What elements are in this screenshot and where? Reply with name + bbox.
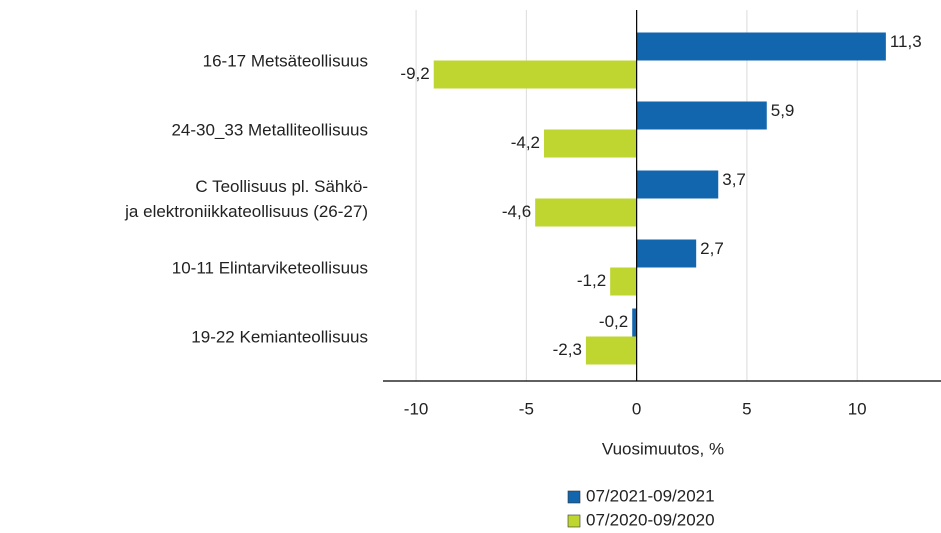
bar	[535, 198, 637, 227]
x-axis-label: Vuosimuutos, %	[602, 439, 724, 458]
y-tick-label: 16-17 Metsäteollisuus	[202, 51, 368, 70]
value-label: 3,7	[722, 170, 746, 189]
value-label: -9,2	[400, 64, 429, 83]
legend-swatch	[567, 514, 581, 528]
y-tick-label: 19-22 Kemianteollisuus	[191, 327, 368, 346]
legend-label: 07/2021-09/2021	[586, 486, 715, 505]
y-tick-label: 10-11 Elintarviketeollisuus	[171, 258, 368, 277]
bar	[610, 267, 637, 296]
value-label: -0,2	[599, 312, 628, 331]
value-label: 11,3	[890, 32, 922, 51]
value-label: -2,3	[553, 340, 582, 359]
bar	[433, 60, 637, 89]
bar	[636, 239, 697, 268]
x-tick-label: 10	[848, 399, 867, 418]
x-tick-label: 5	[742, 399, 751, 418]
value-label: -4,6	[502, 202, 531, 221]
y-tick-label: C Teollisuus pl. Sähkö- ja elektroniikka…	[125, 176, 368, 221]
x-tick-label: 0	[632, 399, 641, 418]
bar	[636, 101, 767, 130]
value-label: 2,7	[700, 239, 724, 258]
legend-label: 07/2020-09/2020	[586, 510, 715, 529]
value-label: -1,2	[577, 271, 606, 290]
x-tick-label: -10	[404, 399, 429, 418]
legend-swatch	[567, 490, 581, 504]
bar	[544, 129, 637, 158]
x-tick-label: -5	[519, 399, 534, 418]
value-label: -4,2	[511, 133, 540, 152]
y-tick-label: 24-30_33 Metalliteollisuus	[171, 120, 368, 139]
bar	[636, 32, 886, 61]
bar	[585, 336, 637, 365]
value-label: 5,9	[771, 101, 795, 120]
bar	[632, 308, 637, 337]
bar	[636, 170, 719, 199]
